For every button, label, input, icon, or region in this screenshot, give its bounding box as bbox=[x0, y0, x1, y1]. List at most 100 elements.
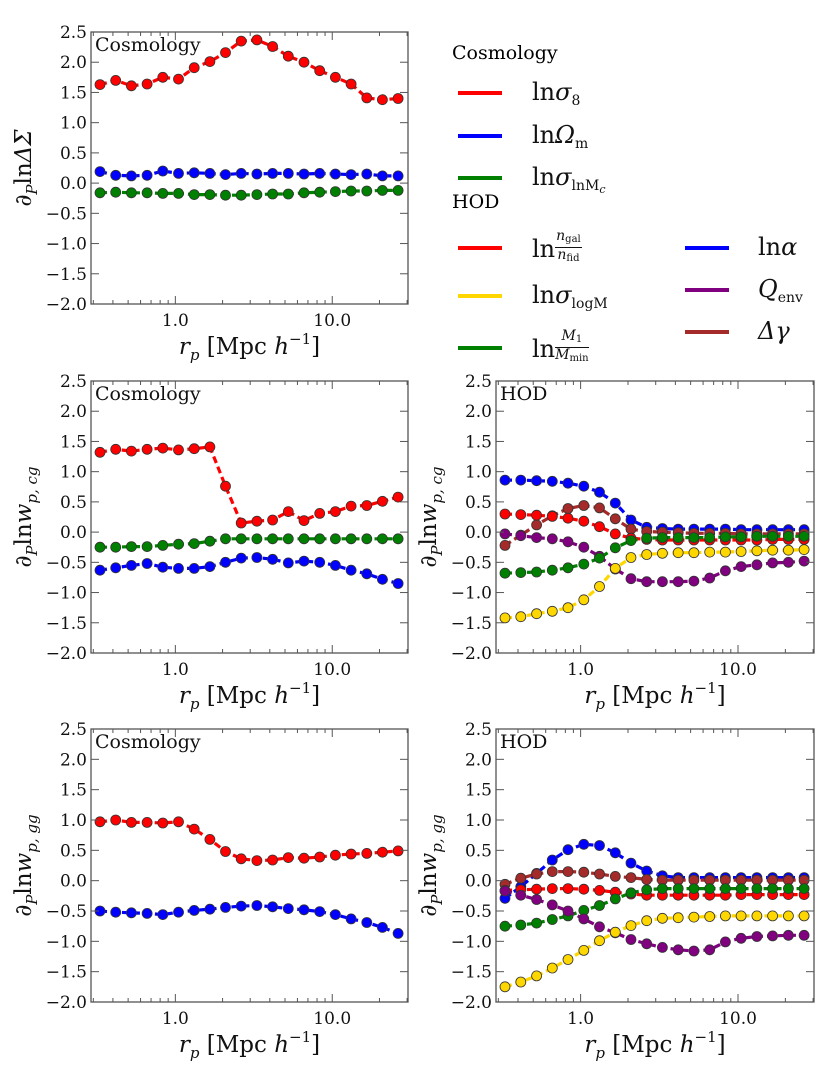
y-tick-label: 0.0 bbox=[60, 174, 87, 194]
data-point bbox=[392, 578, 404, 589]
data-point bbox=[235, 853, 247, 865]
legend-label-prefix: ln bbox=[532, 235, 556, 263]
legend-label-prefix: ln bbox=[758, 233, 782, 261]
x-axis-label: rp [Mpc h−1] bbox=[584, 679, 725, 713]
y-label-ln: ln bbox=[416, 523, 442, 545]
data-point bbox=[531, 608, 542, 620]
x-label-var: r bbox=[179, 1032, 192, 1058]
data-point bbox=[688, 575, 700, 587]
data-point bbox=[267, 901, 279, 913]
panel-1: −2.0 −1.5 −1.0 −0.5 0.0 0.5 1.0 1.5 2.0 2.5 1.0 10.… bbox=[11, 23, 409, 364]
data-point bbox=[314, 167, 326, 179]
data-point bbox=[110, 814, 122, 826]
data-point bbox=[625, 535, 637, 546]
data-point bbox=[173, 538, 184, 550]
data-point bbox=[546, 866, 558, 877]
x-label-unit-var: h bbox=[274, 334, 289, 360]
legend-label-symbol: α bbox=[781, 233, 798, 261]
numerator-subscript: gal bbox=[565, 234, 581, 245]
y-axis-label: ∂Plnwp, cg bbox=[11, 466, 41, 567]
data-point bbox=[688, 883, 700, 894]
y-tick-label: 0.0 bbox=[60, 523, 87, 543]
data-point bbox=[499, 885, 511, 897]
y-label-sub: P bbox=[428, 894, 446, 906]
data-point bbox=[220, 47, 231, 58]
data-point bbox=[609, 847, 621, 859]
data-point bbox=[392, 170, 404, 182]
y-label-symsub: p, cg bbox=[428, 466, 446, 503]
data-point bbox=[767, 930, 778, 942]
y-label-sym: w bbox=[11, 503, 37, 523]
x-tick-label: 1.0 bbox=[162, 1009, 189, 1029]
data-point bbox=[515, 509, 527, 520]
data-point bbox=[251, 900, 263, 911]
data-point bbox=[594, 868, 605, 880]
data-point bbox=[220, 902, 231, 913]
x-label-var: r bbox=[179, 683, 192, 709]
x-tick-label: 1.0 bbox=[567, 660, 594, 680]
data-point bbox=[376, 573, 388, 585]
data-point bbox=[515, 530, 527, 542]
legend-label-subscript: env bbox=[778, 290, 803, 306]
data-point bbox=[546, 883, 558, 894]
x-tick-label: 10.0 bbox=[313, 1009, 351, 1029]
data-point bbox=[235, 167, 247, 179]
data-point bbox=[562, 503, 574, 514]
panel-title: Cosmology bbox=[95, 34, 201, 56]
y-axis-label: ∂Plnwp, cg bbox=[416, 466, 446, 567]
data-point bbox=[141, 443, 153, 455]
data-point bbox=[329, 533, 341, 545]
data-point bbox=[110, 906, 122, 918]
data-point bbox=[141, 541, 153, 552]
data-point bbox=[751, 910, 763, 922]
axes-frame bbox=[90, 31, 409, 305]
data-point bbox=[345, 848, 357, 860]
data-point bbox=[173, 816, 184, 828]
data-point bbox=[609, 497, 621, 509]
data-point bbox=[767, 557, 778, 569]
data-point bbox=[345, 500, 357, 512]
data-point bbox=[594, 521, 605, 533]
data-point bbox=[173, 73, 184, 85]
subscript-text: 8 bbox=[571, 93, 581, 109]
data-point bbox=[361, 168, 373, 180]
data-point bbox=[704, 546, 716, 558]
data-point bbox=[688, 547, 700, 559]
data-point bbox=[625, 934, 637, 945]
data-point bbox=[173, 906, 184, 918]
y-tick-label: 2.0 bbox=[60, 750, 87, 770]
data-point bbox=[798, 910, 810, 922]
data-point bbox=[720, 883, 731, 894]
data-point bbox=[562, 562, 574, 574]
data-point bbox=[110, 562, 122, 574]
data-point bbox=[735, 910, 747, 922]
data-point bbox=[657, 532, 668, 543]
data-point bbox=[735, 546, 747, 557]
y-tick-label: −2.0 bbox=[46, 644, 87, 664]
y-tick-label: −1.5 bbox=[46, 265, 87, 285]
data-point bbox=[220, 189, 231, 201]
legend-label-symbol: Q bbox=[758, 275, 778, 303]
data-point bbox=[251, 552, 263, 563]
data-point bbox=[314, 533, 326, 545]
data-point bbox=[578, 500, 590, 511]
data-point bbox=[798, 530, 810, 542]
data-point bbox=[609, 528, 621, 540]
data-point bbox=[188, 905, 200, 916]
data-point bbox=[314, 906, 326, 917]
y-tick-label: −2.0 bbox=[451, 644, 492, 664]
y-tick-label: −1.5 bbox=[46, 614, 87, 634]
data-point bbox=[546, 511, 558, 522]
data-point bbox=[546, 605, 558, 617]
panel-2: −2.0 −1.5 −1.0 −0.5 0.0 0.5 1.0 1.5 2.0 2.5 1.0 10.… bbox=[11, 372, 409, 713]
data-point bbox=[376, 533, 388, 545]
y-tick-label: −2.0 bbox=[451, 993, 492, 1013]
data-point bbox=[546, 475, 558, 487]
data-point bbox=[157, 561, 169, 573]
series-line bbox=[505, 478, 805, 532]
data-point bbox=[531, 475, 542, 487]
legend-label: lnσ8 bbox=[532, 77, 580, 116]
y-tick-label: 2.5 bbox=[60, 23, 87, 43]
data-point bbox=[798, 555, 810, 567]
data-point bbox=[376, 94, 388, 106]
